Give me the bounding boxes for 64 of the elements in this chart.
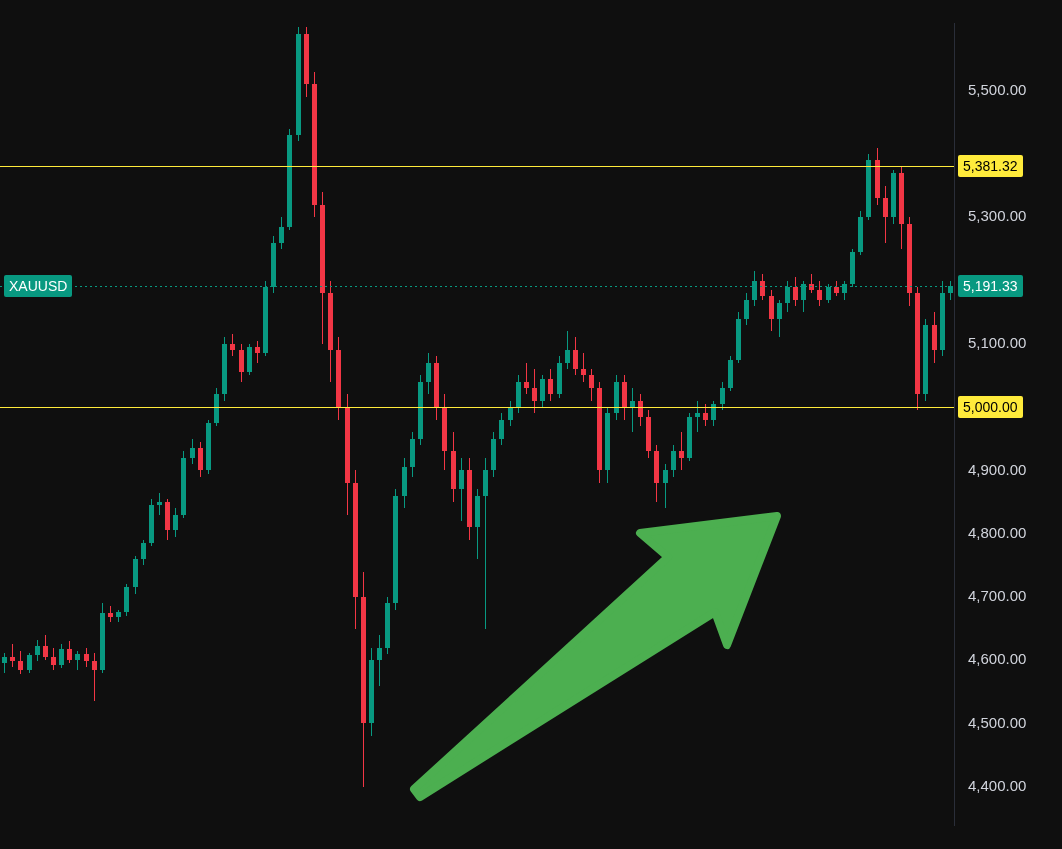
candlestick — [793, 276, 798, 307]
candlestick — [279, 216, 284, 250]
candlestick — [630, 387, 635, 433]
candlestick — [769, 289, 774, 332]
candlestick — [589, 368, 594, 402]
annotation: XAUUSD — [4, 275, 73, 298]
ref-line-label: 5,000.00 — [958, 396, 1023, 419]
candlestick — [638, 393, 643, 427]
candlestick — [157, 492, 162, 516]
candlestick — [255, 340, 260, 364]
candlestick — [459, 457, 464, 522]
candlestick — [883, 185, 888, 244]
candlestick — [679, 431, 684, 471]
candlestick — [173, 507, 178, 538]
candlestick — [777, 299, 782, 338]
ref-line-label: 5,191.33 — [958, 275, 1023, 298]
candlestick — [671, 444, 676, 478]
candlestick — [426, 352, 431, 395]
y-tick-label: 4,800.00 — [968, 523, 1027, 541]
candlestick — [744, 292, 749, 326]
candlestick — [239, 343, 244, 383]
candlestick — [532, 368, 537, 414]
y-tick-label: 5,300.00 — [968, 207, 1027, 225]
candlestick — [581, 352, 586, 383]
candlestick — [663, 463, 668, 509]
candlestick — [817, 280, 822, 307]
candlestick — [377, 634, 382, 687]
candlestick — [190, 438, 195, 465]
candlestick — [540, 374, 545, 408]
ref-line-label: 5,381.32 — [958, 154, 1023, 177]
candlestick — [10, 643, 15, 668]
y-tick-label: 4,700.00 — [968, 587, 1027, 605]
candlestick — [67, 640, 72, 664]
candlestick — [573, 336, 578, 376]
candlestick — [230, 333, 235, 357]
candlestick — [695, 400, 700, 433]
candlestick — [27, 652, 32, 674]
candlestick — [565, 330, 570, 370]
candlestick — [141, 539, 146, 566]
candlestick — [75, 650, 80, 671]
candlestick — [809, 273, 814, 294]
candlestick — [524, 362, 529, 395]
candlestick — [18, 650, 23, 675]
candlestick — [720, 381, 725, 411]
y-tick-label: 5,500.00 — [968, 80, 1027, 98]
candlestick — [2, 652, 7, 674]
candlestick — [198, 441, 203, 478]
candlestick — [84, 647, 89, 668]
candlestick — [508, 400, 513, 427]
candlestick — [35, 639, 40, 662]
y-tick-label: 4,500.00 — [968, 713, 1027, 731]
candlestick — [499, 412, 504, 446]
candlestick — [760, 273, 765, 301]
candlestick — [92, 652, 97, 702]
candlestick — [548, 368, 553, 402]
candlestick — [711, 400, 716, 427]
candlestick — [703, 403, 708, 427]
candlestick — [59, 643, 64, 669]
y-tick-label: 4,600.00 — [968, 650, 1027, 668]
y-tick-label: 4,400.00 — [968, 776, 1027, 794]
y-tick-label: 5,100.00 — [968, 333, 1027, 351]
y-tick-label: 4,900.00 — [968, 460, 1027, 478]
candlestick — [43, 634, 48, 661]
candlestick — [51, 647, 56, 671]
